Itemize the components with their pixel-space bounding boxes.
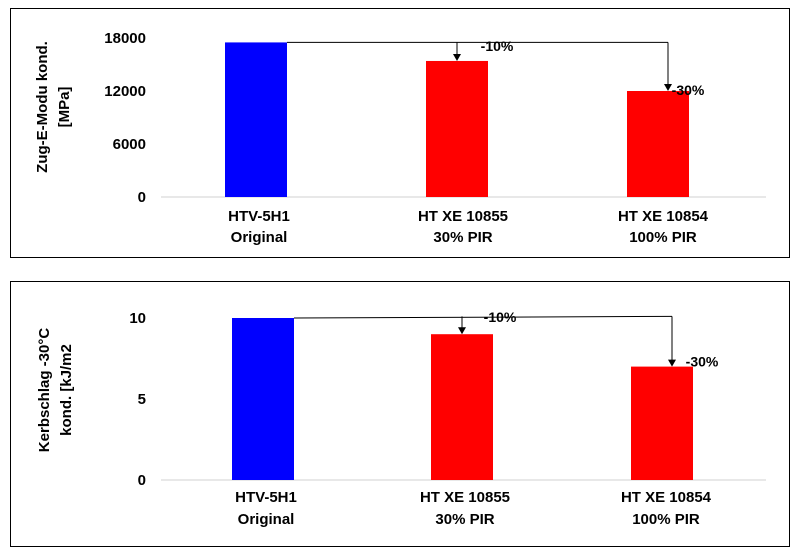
bar-pir xyxy=(431,334,493,480)
decrease-annotation: -30% xyxy=(686,354,719,370)
y-axis-label-line: Kerbschlag -30°C xyxy=(36,328,53,453)
y-tick-label: 6000 xyxy=(113,136,146,153)
bar-original xyxy=(225,42,287,197)
category-label: HTV-5H1 xyxy=(228,208,290,225)
category-label: HT XE 10855 xyxy=(418,208,508,225)
category-label: HT XE 10855 xyxy=(420,489,510,506)
bar-pir xyxy=(631,366,693,480)
decrease-annotation: -30% xyxy=(672,82,705,98)
y-axis-label-line: kond. [kJ/m2 xyxy=(58,344,75,436)
decrease-arrow-head xyxy=(453,53,461,61)
category-label: HT XE 10854 xyxy=(621,489,712,506)
y-tick-label: 0 xyxy=(138,189,146,206)
chart-panel-notched-impact: Kerbschlag -30°C kond. [kJ/m2 0 5 10 HTV-5H1 O… xyxy=(10,281,790,547)
chart-e-modulus: Zug-E-Modu kond. [MPa] 0 6000 12000 18000 HTV-… xyxy=(34,30,766,246)
bar-pir xyxy=(627,91,689,197)
y-tick-label: 10 xyxy=(129,310,146,327)
chart-notched-impact: Kerbschlag -30°C kond. [kJ/m2 0 5 10 HTV-5H1 O… xyxy=(36,309,766,528)
decrease-annotation: -10% xyxy=(481,38,514,54)
category-label: 100% PIR xyxy=(632,511,700,528)
decrease-arrow-head xyxy=(664,84,672,91)
decrease-arrow-head xyxy=(668,359,676,367)
decrease-arrow-head xyxy=(458,327,466,335)
bar-original xyxy=(232,318,294,480)
category-label: 30% PIR xyxy=(433,229,492,246)
y-tick-label: 18000 xyxy=(104,30,146,47)
category-label: 30% PIR xyxy=(435,511,494,528)
decrease-annotation: -10% xyxy=(484,309,517,325)
y-axis-label: Zug-E-Modu kond. [MPa] xyxy=(34,41,73,173)
chart-panel-e-modulus: Zug-E-Modu kond. [MPa] 0 6000 12000 18000 HTV-… xyxy=(10,8,790,258)
y-tick-label: 5 xyxy=(138,391,146,408)
category-label: Original xyxy=(238,511,295,528)
y-tick-label: 0 xyxy=(138,472,146,489)
bar-pir xyxy=(426,60,488,197)
category-label: HT XE 10854 xyxy=(618,208,709,225)
y-axis-label-line: Zug-E-Modu kond. xyxy=(34,41,51,173)
y-axis-label: Kerbschlag -30°C kond. [kJ/m2 xyxy=(36,328,75,453)
category-label: Original xyxy=(231,229,288,246)
category-label: HTV-5H1 xyxy=(235,489,297,506)
category-label: 100% PIR xyxy=(629,229,697,246)
y-axis-label-line: [MPa] xyxy=(56,87,73,128)
reference-line xyxy=(293,315,673,319)
y-tick-label: 12000 xyxy=(104,83,146,100)
